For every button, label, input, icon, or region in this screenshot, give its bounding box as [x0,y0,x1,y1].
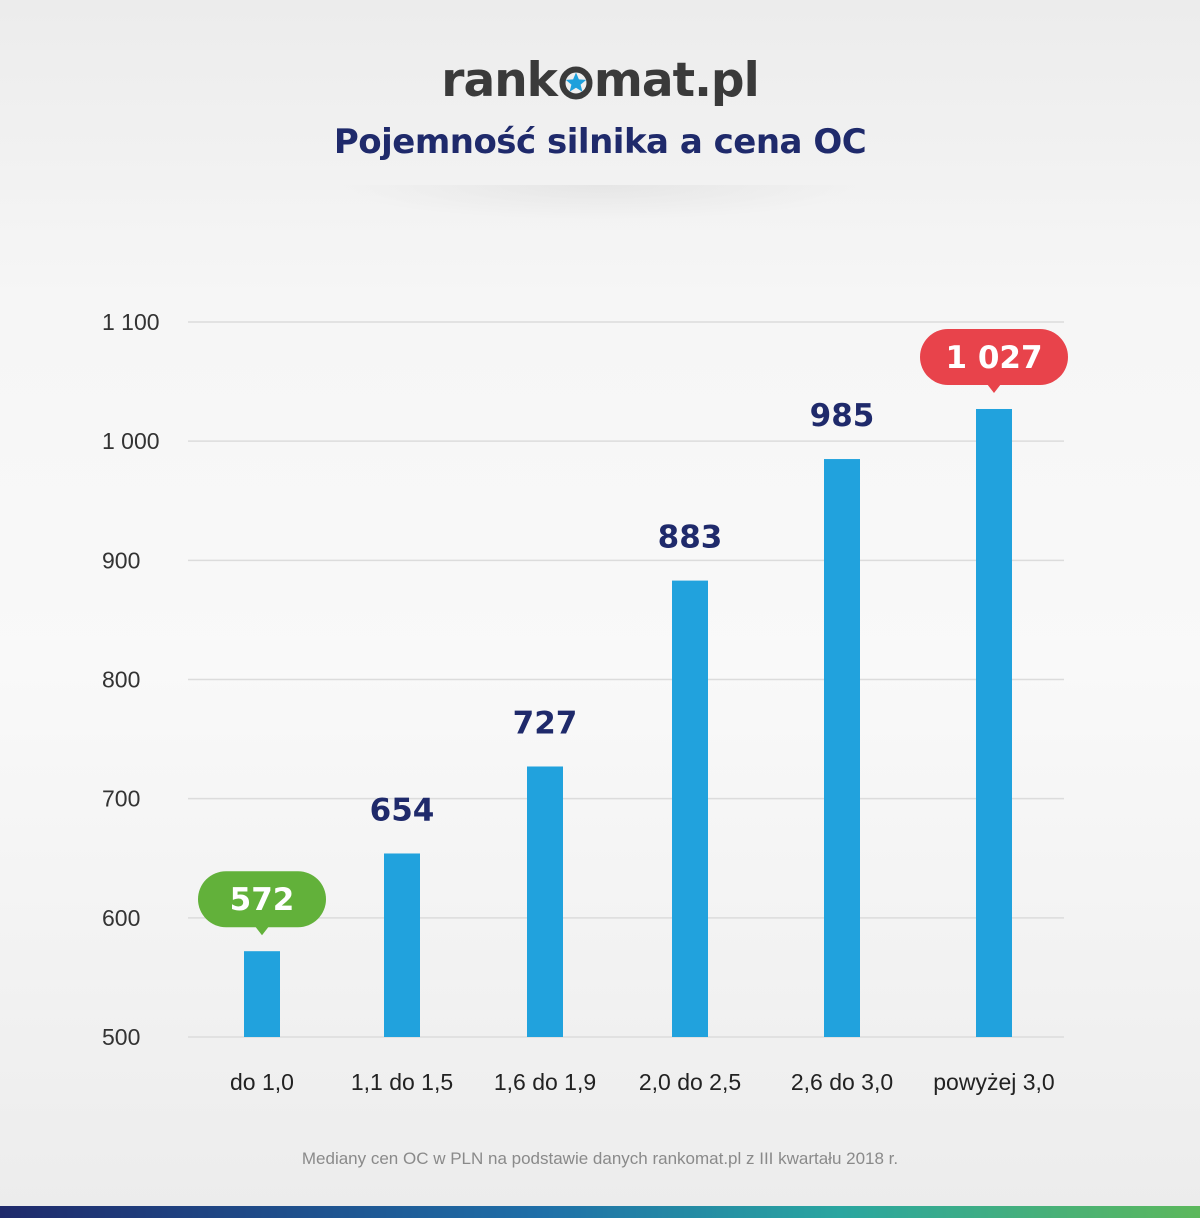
logo-text-left: rank [441,52,558,108]
value-label: 1 027 [945,340,1042,376]
x-tick-label: 1,6 do 1,9 [494,1069,596,1095]
value-badge [198,871,326,928]
logo-star-icon [559,66,593,100]
bar [244,951,280,1037]
x-tick-label: powyżej 3,0 [933,1069,1054,1095]
y-tick-label: 1 000 [102,428,160,454]
value-label: 572 [230,882,295,918]
bar [527,766,563,1037]
y-tick-label: 700 [102,786,140,812]
bottom-gradient-bar [0,1206,1200,1218]
y-tick-label: 500 [102,1024,140,1050]
footnote: Mediany cen OC w PLN na podstawie danych… [301,1149,899,1168]
value-badge [920,328,1068,385]
bar [384,853,420,1037]
header-shadow [330,185,870,221]
value-label: 985 [810,398,875,434]
y-tick-label: 900 [102,547,140,573]
y-tick-label: 1 100 [102,309,160,335]
chart-title: Pojemność silnika a cena OC [333,122,867,162]
rankomat-logo: rank mat.pl [0,50,1200,110]
value-label: 727 [513,705,578,741]
x-tick-label: 2,6 do 3,0 [791,1069,893,1095]
bar [824,459,860,1038]
x-tick-label: do 1,0 [230,1069,294,1095]
x-tick-label: 1,1 do 1,5 [351,1069,453,1095]
x-tick-label: 2,0 do 2,5 [639,1069,741,1095]
y-tick-label: 600 [102,905,140,931]
value-label: 883 [658,520,723,556]
value-label: 654 [370,792,435,828]
bar [976,408,1012,1037]
value-badge-pointer [255,926,269,936]
y-tick-label: 800 [102,667,140,693]
bar-chart: 500 600 700 800 900 1 000 1 100 do 1,0 572 1,1 do… [102,309,1068,1095]
logo-text-right: mat.pl [593,52,760,108]
value-badge-pointer [987,383,1001,393]
bar [672,580,708,1037]
